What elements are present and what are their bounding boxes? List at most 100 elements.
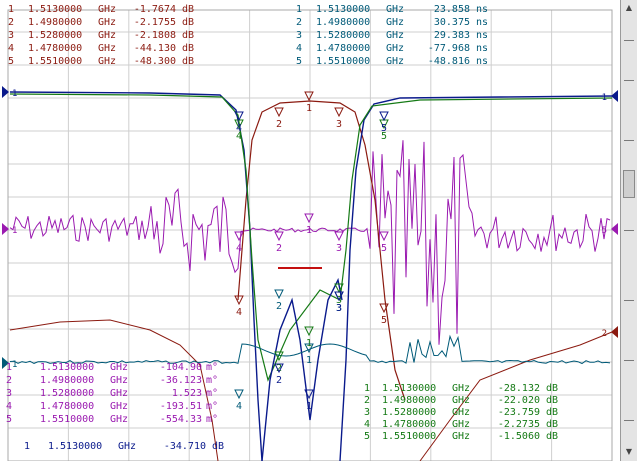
scroll-up-icon[interactable]: ▲ bbox=[625, 3, 633, 12]
bottom_right-row-unit: GHz bbox=[452, 419, 470, 430]
mid_left-row-value-unit: m° bbox=[206, 388, 218, 399]
bottom_right-row-number: 2 bbox=[364, 395, 370, 406]
bottom_left-row-value: -34.710 bbox=[164, 441, 206, 452]
phase-marker-icon bbox=[274, 231, 284, 242]
delay-marker-icon bbox=[234, 389, 244, 400]
mid_left-row-frequency: 1.5280000 bbox=[40, 388, 94, 399]
mid_left-row-value: -104.90 bbox=[160, 362, 202, 373]
plot-frame bbox=[7, 9, 613, 461]
top_left-row-number: 1 bbox=[8, 4, 14, 15]
bottom_left-row-value-unit: dB bbox=[212, 441, 224, 452]
top_right-row-value: 23.858 bbox=[434, 4, 470, 15]
bottom_right-row-value: -28.132 bbox=[498, 383, 540, 394]
bottom_right-row-value: -22.020 bbox=[498, 395, 540, 406]
s11-marker-label: 4 bbox=[236, 123, 242, 134]
right-reference-label: 2 bbox=[602, 329, 607, 339]
s21-marker-label: 4 bbox=[236, 307, 242, 318]
phase-marker-label: 3 bbox=[336, 243, 342, 254]
s11-marker-label: 1 bbox=[306, 401, 312, 412]
top_right-row-frequency: 1.5130000 bbox=[316, 4, 370, 15]
s21-trace bbox=[9, 319, 219, 461]
top_left-row-value-unit: dB bbox=[182, 17, 194, 28]
delay-marker-icon bbox=[304, 343, 314, 354]
scrollbar-tick bbox=[624, 230, 634, 231]
phase-marker-icon bbox=[234, 231, 244, 242]
scrollbar-tick bbox=[624, 80, 634, 81]
top_right-row-unit: GHz bbox=[386, 4, 404, 15]
mid_left-row-unit: GHz bbox=[110, 414, 128, 425]
vertical-scrollbar[interactable]: ▲ ▼ bbox=[620, 0, 637, 461]
scrollbar-tick bbox=[624, 360, 634, 361]
bottom_right-row-frequency: 1.4980000 bbox=[382, 395, 436, 406]
top_right-row-value-unit: ns bbox=[476, 43, 488, 54]
bottom_right-row-number: 4 bbox=[364, 419, 370, 430]
bottom_right-row-unit: GHz bbox=[452, 431, 470, 442]
top_right-row-number: 2 bbox=[296, 17, 302, 28]
top_right-row-unit: GHz bbox=[386, 56, 404, 67]
s21-passband-trace bbox=[237, 100, 406, 401]
phase-marker-icon bbox=[304, 213, 314, 224]
s11-marker-label: 3 bbox=[336, 303, 342, 314]
bottom_left-row-unit: GHz bbox=[118, 441, 136, 452]
mid_left-row-unit: GHz bbox=[110, 388, 128, 399]
top_right-row-number: 5 bbox=[296, 56, 302, 67]
mid_left-row-value: -554.33 bbox=[160, 414, 202, 425]
s21-marker-icon bbox=[274, 107, 284, 118]
bottom_right-row-unit: GHz bbox=[452, 395, 470, 406]
s21-marker-icon bbox=[304, 91, 314, 102]
delay-marker-label: 2 bbox=[276, 301, 282, 312]
phase-trace bbox=[9, 140, 611, 345]
s11-upper-trace bbox=[339, 95, 613, 461]
top_left-row-value: -2.1808 bbox=[134, 30, 176, 41]
bottom_right-row-number: 5 bbox=[364, 431, 370, 442]
scrollbar-tick bbox=[624, 140, 634, 141]
mid_left-row-frequency: 1.5130000 bbox=[40, 362, 94, 373]
top_right-row-number: 1 bbox=[296, 4, 302, 15]
s11-marker-icon bbox=[379, 111, 389, 122]
phase-marker-icon bbox=[334, 231, 344, 242]
right-reference-arrow-icon bbox=[611, 223, 618, 235]
phase-marker-icon bbox=[379, 231, 389, 242]
s21-marker-label: 3 bbox=[336, 119, 342, 130]
top_right-row-frequency: 1.4780000 bbox=[316, 43, 370, 54]
delay-marker-label: 4 bbox=[236, 401, 242, 412]
top_left-row-unit: GHz bbox=[98, 30, 116, 41]
s11-trace bbox=[9, 91, 263, 461]
mid_left-row-number: 4 bbox=[6, 401, 12, 412]
top_right-row-value-unit: ns bbox=[476, 4, 488, 15]
mid_left-row-value-unit: m° bbox=[206, 414, 218, 425]
mid_left-row-value: -193.51 bbox=[160, 401, 202, 412]
top_left-row-value-unit: dB bbox=[182, 56, 194, 67]
top_left-row-value-unit: dB bbox=[182, 43, 194, 54]
top_left-row-value: -2.1755 bbox=[134, 17, 176, 28]
s22-marker-icon bbox=[334, 283, 344, 294]
mid_left-row-number: 2 bbox=[6, 375, 12, 386]
top_right-row-value-unit: ns bbox=[476, 17, 488, 28]
s21-marker-icon bbox=[334, 107, 344, 118]
marker-table-group: 1 1.5130000 GHz -1.7674 dB 2 1.4980000 GHz -2.17… bbox=[6, 4, 558, 452]
bottom_right-row-value: -1.5060 bbox=[498, 431, 540, 442]
bottom_right-row-value-unit: dB bbox=[546, 419, 558, 430]
right-reference-arrow-icon bbox=[611, 90, 618, 102]
bottom_right-row-value: -23.759 bbox=[498, 407, 540, 418]
top_right-row-frequency: 1.5510000 bbox=[316, 56, 370, 67]
mid_left-row-unit: GHz bbox=[110, 375, 128, 386]
top_left-row-number: 5 bbox=[8, 56, 14, 67]
top_right-row-unit: GHz bbox=[386, 17, 404, 28]
top_left-row-value-unit: dB bbox=[182, 30, 194, 41]
delay-marker-icon bbox=[274, 289, 284, 300]
scroll-down-icon[interactable]: ▼ bbox=[625, 447, 633, 456]
top_right-row-unit: GHz bbox=[386, 30, 404, 41]
mid_left-row-number: 5 bbox=[6, 414, 12, 425]
top_left-row-frequency: 1.5280000 bbox=[28, 30, 82, 41]
scrollbar-thumb[interactable] bbox=[623, 170, 635, 198]
scrollbar-tick bbox=[624, 40, 634, 41]
mid_left-row-frequency: 1.4980000 bbox=[40, 375, 94, 386]
right-reference-label: 1 bbox=[602, 93, 607, 103]
mid_left-row-value: -36.123 bbox=[160, 375, 202, 386]
s22-marker-label: 2 bbox=[276, 363, 282, 374]
top_left-row-frequency: 1.5130000 bbox=[28, 4, 82, 15]
